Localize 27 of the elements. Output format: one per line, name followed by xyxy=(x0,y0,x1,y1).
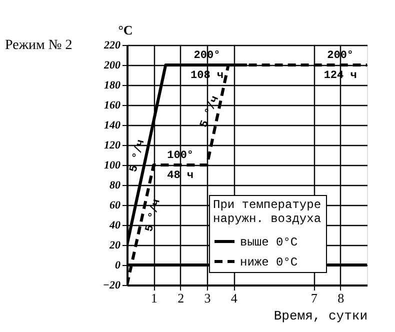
legend-title: При температуре наружн. воздуха xyxy=(213,198,322,226)
y-tick-label: 180 xyxy=(104,80,121,92)
annotation: 48 ч xyxy=(167,170,194,182)
y-tick-label: 0 xyxy=(115,260,121,272)
y-tick-label: −20 xyxy=(102,280,121,292)
y-tick-label: 80 xyxy=(110,180,121,192)
y-tick-label: 20 xyxy=(108,240,121,252)
y-tick-label: 120 xyxy=(104,140,121,152)
y-tick-label: 60 xyxy=(110,200,121,212)
y-tick-label: 200 xyxy=(103,60,121,72)
chart-title: Режим № 2 xyxy=(5,38,72,53)
x-tick-label: 2 xyxy=(178,290,184,306)
annotation: 5 °/ч xyxy=(128,138,148,174)
x-tick-label: 8 xyxy=(338,290,344,306)
legend-label: выше 0°C xyxy=(240,236,298,250)
x-tick-label: 3 xyxy=(204,290,211,306)
x-tick-label: 7 xyxy=(310,290,318,306)
y-axis-title: °C xyxy=(118,22,133,38)
x-tick-label: 1 xyxy=(150,290,158,306)
y-tick-label: 160 xyxy=(104,100,121,112)
y-tick-label: 100 xyxy=(104,160,121,172)
y-tick-label: 40 xyxy=(108,220,121,232)
x-tick-label: 4 xyxy=(230,290,238,306)
y-tick-label: 220 xyxy=(103,40,121,52)
y-tick-label: 140 xyxy=(104,120,121,132)
legend-label: ниже 0°C xyxy=(240,256,298,270)
x-axis-title: Время, сутки xyxy=(274,308,368,324)
